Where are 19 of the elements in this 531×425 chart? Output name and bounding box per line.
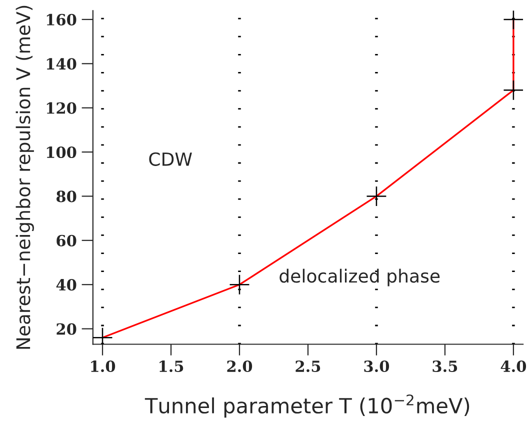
y-tick-label: 40 [56, 279, 76, 291]
annotation: delocalized phase [280, 268, 440, 286]
y-tick-label: 120 [46, 102, 76, 114]
x-tick-label: 1.0 [91, 360, 116, 372]
x-tick-label: 1.5 [160, 360, 184, 372]
y-tick-label: 80 [56, 190, 76, 202]
y-axis-title: Nearest−neighbor repulsion V (meV) [16, 6, 34, 349]
x-tick-label: 2.5 [296, 360, 320, 372]
x-tick-label: 4.0 [500, 360, 526, 372]
x-tick-label: 2.0 [227, 360, 252, 372]
y-tick-label: 160 [46, 14, 76, 26]
y-tick-label: 140 [46, 58, 76, 70]
x-tick-label: 3.5 [432, 360, 458, 372]
x-tick-label: 3.0 [364, 360, 390, 372]
annotation: CDW [149, 152, 192, 166]
y-tick-label: 60 [56, 234, 76, 246]
y-tick-label: 100 [46, 146, 76, 158]
x-axis-title: Tunnel parameter T (10$^{−2}$meV) [144, 394, 470, 418]
y-tick-label: 20 [56, 323, 76, 335]
